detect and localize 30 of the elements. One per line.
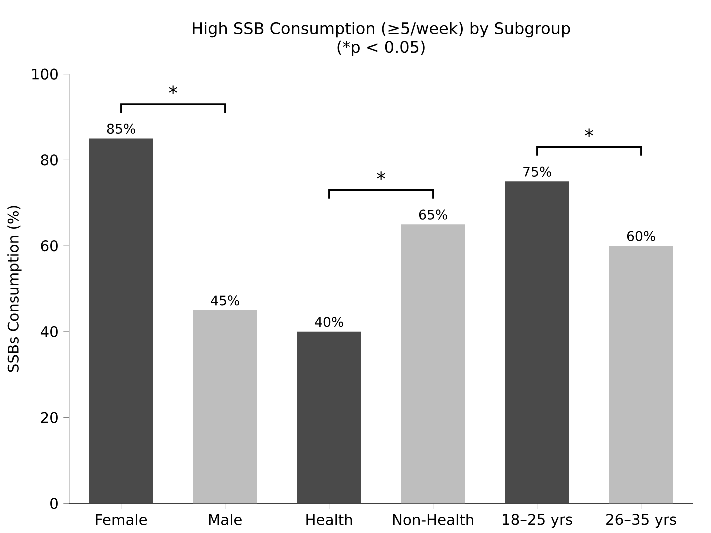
bar [505,182,570,504]
bar [609,246,674,504]
data-label: 45% [211,296,240,306]
bar [89,138,154,504]
x-tick-label: Health [306,514,352,526]
data-label: 65% [419,210,448,220]
y-axis-title: SSBs Consumption (%) [8,206,22,372]
x-tick-label: Male [209,514,242,526]
chart-subtitle: (*p < 0.05) [338,40,425,56]
annotation: * [585,128,594,138]
data-label: 40% [315,317,344,328]
x-tick-label: Non-Health [393,514,474,526]
x-tick-label: 26–35 yrs [606,514,676,528]
bar [297,332,362,504]
data-label: 75% [524,166,552,177]
annotation: * [169,86,178,94]
x-tick-label: 18–25 yrs [503,514,572,528]
chart-title: High SSB Consumption (≥5/week) by Subgroup [193,22,570,38]
bar [401,224,466,504]
bar [193,310,258,504]
y-tick-label: 0 [50,498,58,510]
y-tick-label: 40 [40,326,58,338]
x-tick-label: Female [96,514,148,526]
y-tick-label: 80 [41,154,58,166]
annotation: * [377,172,386,180]
data-label: 85% [107,124,136,134]
y-tick-label: 100 [32,68,58,80]
y-tick-label: 60 [41,240,58,252]
data-label: 60% [627,231,656,242]
y-tick-label: 20 [41,412,58,424]
